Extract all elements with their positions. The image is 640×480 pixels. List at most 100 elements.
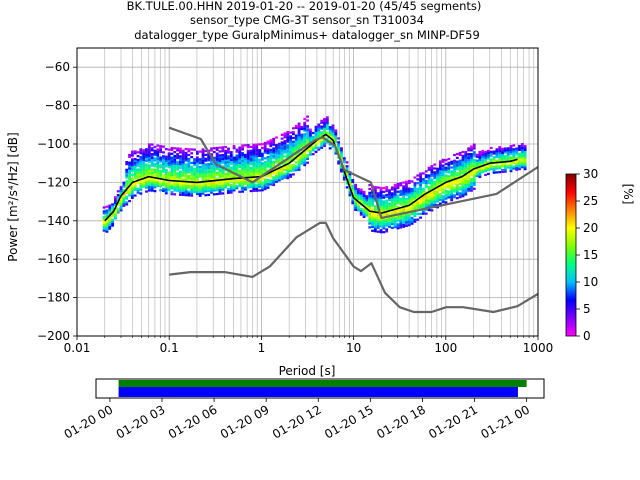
density-cell xyxy=(478,150,482,154)
density-cell xyxy=(450,193,454,196)
density-cell xyxy=(116,197,120,201)
density-cell xyxy=(430,209,434,212)
density-cell xyxy=(436,171,439,174)
density-cell xyxy=(150,172,154,175)
density-cell xyxy=(464,174,468,177)
density-cell xyxy=(215,152,219,155)
density-cell xyxy=(280,137,284,140)
density-cell xyxy=(481,159,485,162)
density-cell xyxy=(331,130,335,133)
density-cell xyxy=(195,171,199,174)
density-cell xyxy=(458,188,462,191)
density-cell xyxy=(308,153,312,156)
density-cell xyxy=(379,202,383,205)
density-cell xyxy=(461,181,465,184)
density-cell xyxy=(413,214,417,218)
density-cell xyxy=(424,201,428,204)
density-cell xyxy=(119,205,123,208)
density-cell xyxy=(159,146,163,150)
density-cell xyxy=(156,179,160,182)
density-cell xyxy=(266,180,270,184)
density-cell xyxy=(102,229,106,232)
density-cell xyxy=(464,191,468,194)
density-cell xyxy=(210,168,213,171)
density-cell xyxy=(385,218,389,221)
density-cell xyxy=(368,195,372,198)
density-cell xyxy=(464,189,468,192)
density-cell xyxy=(405,209,408,212)
density-cell xyxy=(455,172,459,175)
density-cell xyxy=(388,217,391,221)
density-cell xyxy=(193,160,196,163)
density-cell xyxy=(373,216,377,219)
density-cell xyxy=(489,158,493,161)
density-cell xyxy=(280,154,284,158)
density-cell xyxy=(111,203,115,206)
density-cell xyxy=(458,194,462,197)
density-cell xyxy=(410,199,414,202)
density-cell xyxy=(430,184,434,187)
density-cell xyxy=(184,172,188,176)
density-cell xyxy=(413,212,417,216)
density-cell xyxy=(201,163,205,166)
density-cell xyxy=(181,159,185,162)
density-cell xyxy=(402,223,406,226)
density-cell xyxy=(470,149,473,152)
density-cell xyxy=(280,150,284,154)
density-cell xyxy=(297,143,301,146)
density-cell xyxy=(229,174,233,177)
density-cell xyxy=(489,166,493,169)
density-cell xyxy=(481,153,485,156)
density-cell xyxy=(388,208,391,211)
density-cell xyxy=(204,174,208,178)
density-cell xyxy=(147,145,151,148)
density-cell xyxy=(272,139,276,142)
density-cell xyxy=(481,167,485,170)
density-cell xyxy=(133,161,137,165)
density-cell xyxy=(252,147,256,150)
density-cell xyxy=(385,220,389,223)
density-cell xyxy=(150,143,154,146)
density-cell xyxy=(114,209,117,212)
density-cell xyxy=(421,204,425,208)
density-cell xyxy=(241,152,244,155)
density-cell xyxy=(416,203,420,206)
density-cell xyxy=(467,166,471,169)
density-cell xyxy=(190,175,194,178)
density-cell xyxy=(376,186,380,189)
density-cell xyxy=(331,134,335,137)
density-cell xyxy=(419,199,422,202)
density-cell xyxy=(464,179,468,183)
density-cell xyxy=(136,162,140,165)
density-cell xyxy=(224,174,228,177)
density-cell xyxy=(198,192,202,195)
density-cell xyxy=(453,176,456,180)
density-cell xyxy=(503,164,507,167)
density-cell xyxy=(441,168,445,171)
density-cell xyxy=(300,158,304,161)
density-cell xyxy=(289,173,293,176)
density-cell xyxy=(470,162,473,165)
density-cell xyxy=(190,148,194,151)
density-cell xyxy=(399,218,403,221)
density-cell xyxy=(314,144,318,148)
density-cell xyxy=(484,169,487,173)
colorbar-gradient xyxy=(565,173,577,337)
density-cell xyxy=(178,184,182,187)
density-cell xyxy=(184,167,188,170)
density-cell xyxy=(407,187,411,190)
density-cell xyxy=(455,160,459,163)
density-cell xyxy=(243,171,247,174)
density-cell xyxy=(453,163,456,166)
density-cell xyxy=(297,160,301,164)
density-cell xyxy=(187,150,191,153)
density-cell xyxy=(354,193,358,196)
density-cell xyxy=(382,213,386,217)
density-cell xyxy=(444,184,448,187)
density-cell xyxy=(283,149,287,152)
density-cell xyxy=(145,182,148,185)
density-cell xyxy=(260,152,264,155)
density-cell xyxy=(450,172,454,175)
density-cell xyxy=(402,219,406,223)
density-cell xyxy=(260,187,264,190)
